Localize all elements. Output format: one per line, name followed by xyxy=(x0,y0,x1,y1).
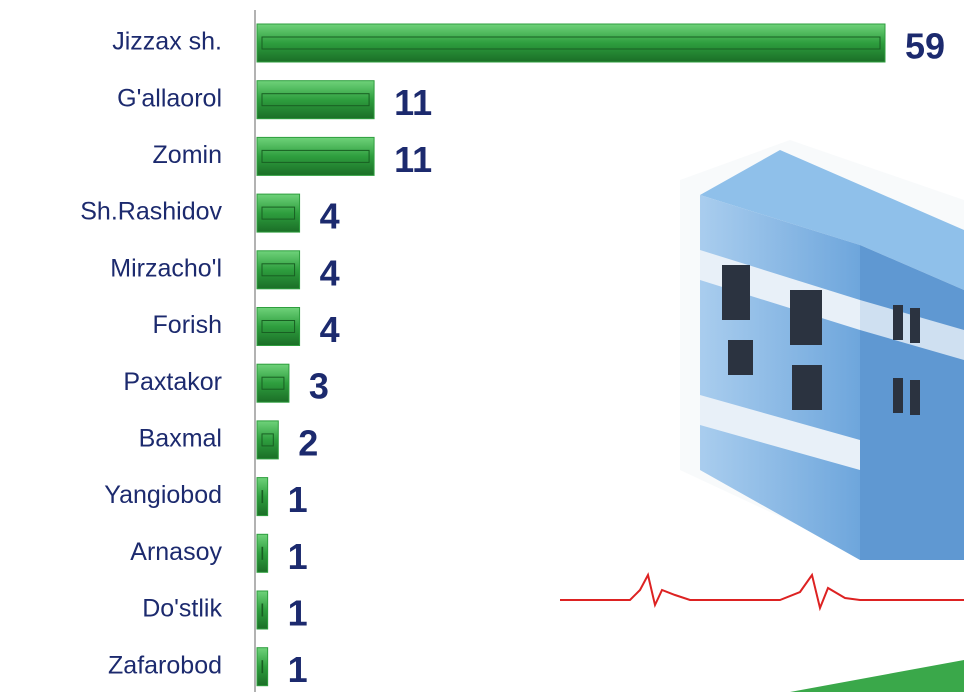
category-label: Zomin xyxy=(153,141,222,169)
bar-inner xyxy=(261,149,370,163)
bar xyxy=(256,250,301,290)
category-label: Arnasoy xyxy=(130,538,222,566)
bar-inner xyxy=(261,376,285,390)
category-label: Jizzax sh. xyxy=(112,28,222,56)
bar-inner xyxy=(261,603,264,617)
value-label: 4 xyxy=(320,252,340,293)
value-label: 4 xyxy=(320,196,340,237)
bar xyxy=(256,193,301,233)
value-label: 4 xyxy=(320,309,340,350)
category-label: Forish xyxy=(153,311,222,339)
value-label: 11 xyxy=(394,139,432,180)
value-label: 1 xyxy=(288,536,308,577)
value-label: 1 xyxy=(288,479,308,520)
category-label: Baxmal xyxy=(139,425,222,453)
bar-inner xyxy=(261,660,264,674)
bar-inner xyxy=(261,490,264,504)
bar xyxy=(256,420,279,460)
value-label: 2 xyxy=(298,422,318,463)
category-label: Yangiobod xyxy=(104,481,222,509)
category-label: Zafarobod xyxy=(108,651,222,679)
illustration xyxy=(560,140,964,692)
bar xyxy=(256,307,301,346)
bar-inner xyxy=(261,433,274,447)
category-label: Paxtakor xyxy=(123,368,222,396)
bar-inner xyxy=(261,263,296,277)
category-label: Do'stlik xyxy=(142,595,222,623)
category-label: G'allaorol xyxy=(117,84,222,112)
value-label: 1 xyxy=(288,593,308,634)
bar-inner xyxy=(261,320,296,333)
category-label: Sh.Rashidov xyxy=(80,198,222,226)
bar-inner xyxy=(261,93,370,107)
bar-inner xyxy=(261,206,296,220)
value-label: 1 xyxy=(288,649,308,690)
value-label: 3 xyxy=(309,366,329,407)
bar xyxy=(256,136,375,176)
category-label: Mirzacho'l xyxy=(110,254,222,282)
bar-inner xyxy=(261,546,264,560)
value-label: 11 xyxy=(394,82,432,123)
bar xyxy=(256,80,375,120)
bar-inner xyxy=(261,36,881,50)
value-label: 59 xyxy=(905,26,945,67)
bar xyxy=(256,23,886,63)
